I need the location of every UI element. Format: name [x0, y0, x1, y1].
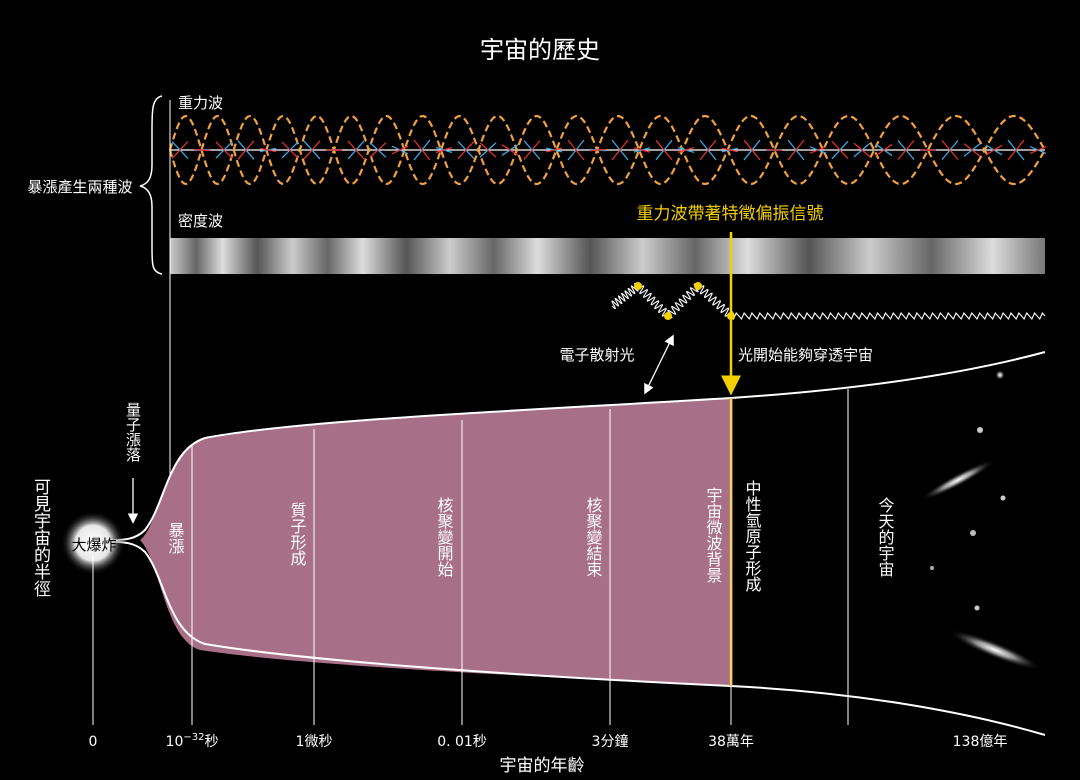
polarization-arrow-red [413, 139, 431, 161]
gravity-wave [168, 114, 1047, 186]
gravity-wave-upper [168, 114, 1045, 186]
era-label: 質子形成 [288, 502, 307, 567]
polarization-arrow-red [1029, 145, 1047, 155]
polarization-arrow-red [809, 146, 827, 154]
polarization-arrow-red [435, 146, 453, 154]
scatter-arrow [644, 334, 674, 395]
scatter-label: 電子散射光 [559, 346, 634, 364]
time-tick-label: 0. 01秒 [437, 734, 487, 750]
time-tick-label: 38萬年 [708, 734, 754, 750]
polarization-arrow-red [1007, 139, 1025, 161]
polarization-arrow-red [193, 148, 211, 152]
polarization-arrow-red [611, 139, 629, 161]
polarization-arrow-red [743, 139, 761, 161]
polarization-arrow-red [545, 147, 563, 153]
polarization-label: 重力波帶著特徵偏振信號 [637, 204, 824, 224]
density-wave-label: 密度波 [178, 212, 223, 230]
polarization-arrow-red [589, 148, 607, 152]
era-label: 核聚變開始 [435, 497, 454, 577]
era-label: 核聚變結束 [584, 497, 603, 577]
electron-dot [694, 282, 702, 290]
waves-brace-label: 暴漲產生兩種波 [27, 178, 132, 196]
universe-cone-outline-bottom [99, 540, 1046, 736]
polarization-arrow-red [391, 145, 409, 155]
polarization-arrow-red [633, 147, 651, 153]
time-tick-label: 0 [89, 734, 98, 750]
quantum-fluct-label: 量子漲落 [124, 402, 142, 462]
polarization-arrow-red [259, 147, 277, 153]
polarization-arrow-red [523, 140, 541, 160]
gravity-wave-label: 重力波 [178, 94, 223, 112]
time-tick-label: 138億年 [953, 734, 1008, 750]
polarization-arrow-red [831, 140, 849, 160]
photon-path-segment [635, 285, 671, 317]
polarization-arrow-red [963, 143, 981, 157]
polarization-arrow-red [369, 142, 387, 158]
era-label: 中性氫原子形成 [743, 480, 762, 593]
polarization-arrow-red [501, 144, 519, 156]
x-axis-label: 宇宙的年齡 [500, 756, 585, 776]
photon-free-streaming [730, 311, 1046, 321]
time-tick-label: 3分鐘 [592, 733, 629, 750]
polarization-arrow-red [897, 140, 915, 160]
transparent-label: 光開始能夠穿透宇宙 [738, 346, 873, 364]
density-wave-band [170, 238, 1045, 274]
polarization-arrow-red [677, 146, 695, 154]
polarization-arrow-red [479, 142, 497, 158]
universe-cone-colored [140, 398, 731, 686]
electron-dot [727, 312, 735, 320]
time-axis: 0 10−32秒 1微秒 0. 01秒 3分鐘 38萬年 138億年 [89, 732, 1008, 750]
polarization-arrow-red [875, 143, 893, 157]
photon-path-segment [611, 282, 639, 310]
galaxies [920, 370, 1042, 671]
eras: 暴漲 質子形成 核聚變開始 核聚變結束 宇宙微波背景 中性氫原子形成 今天的宇宙 [92, 389, 895, 725]
polarization-arrow-red [853, 142, 871, 158]
waves-brace [139, 95, 163, 275]
diagram-title: 宇宙的歷史 [480, 36, 600, 64]
polarization-arrow-red [721, 147, 739, 153]
polarization-arrow-red [699, 139, 717, 161]
gravity-wave-lower [168, 114, 1045, 186]
polarization-arrow-red [237, 140, 255, 160]
universe-cone-outline-top [99, 351, 1046, 542]
electron-dot [664, 312, 672, 320]
polarization-arrow-red [303, 140, 321, 160]
photon-path-segment [695, 285, 734, 317]
era-label: 今天的宇宙 [876, 497, 895, 577]
time-tick-label: 10−32秒 [166, 732, 219, 750]
polarization-arrow-red [655, 139, 673, 161]
polarization-arrow-red [985, 144, 1003, 156]
big-bang-glow [61, 511, 125, 575]
polarization-arrow-red [567, 139, 585, 161]
photon-scattering [611, 282, 1046, 321]
era-label: 宇宙微波背景 [704, 487, 723, 583]
polarization-arrow-red [347, 140, 365, 160]
polarization-arrow-red [215, 141, 233, 159]
photon-path-segment [667, 283, 699, 319]
era-label: 暴漲 [166, 522, 185, 555]
time-tick-label: 1微秒 [296, 734, 333, 750]
polarization-arrow-red [787, 139, 805, 161]
polarization-arrow-red [281, 141, 299, 159]
big-bang-label: 大爆炸 [71, 536, 116, 554]
observable-radius-label: 可見宇宙的半徑 [30, 478, 51, 597]
polarization-arrow-red [941, 140, 959, 160]
polarization-arrow-red [457, 140, 475, 160]
electron-dot [634, 282, 642, 290]
polarization-arrow-red [171, 141, 189, 159]
